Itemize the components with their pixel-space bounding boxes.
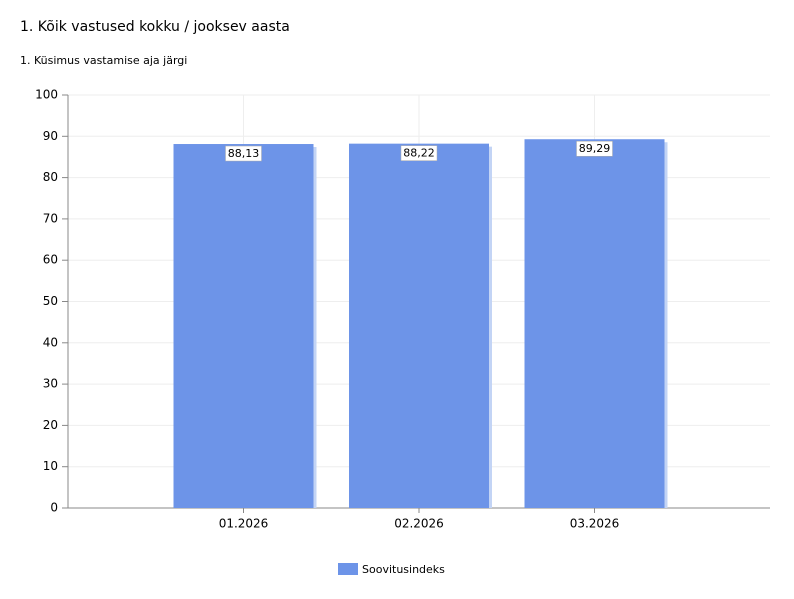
bar bbox=[173, 144, 314, 508]
y-tick-label: 90 bbox=[43, 129, 58, 143]
legend-label: Soovitusindeks bbox=[362, 563, 445, 576]
value-label: 89,29 bbox=[579, 142, 611, 155]
y-tick-label: 20 bbox=[43, 418, 58, 432]
value-label-box bbox=[225, 145, 262, 162]
chart-title: 1. Kõik vastused kokku / jooksev aasta bbox=[20, 19, 290, 35]
legend-swatch bbox=[338, 563, 358, 575]
y-tick-label: 40 bbox=[43, 335, 58, 349]
y-tick-label: 30 bbox=[43, 377, 58, 391]
chart-subtitle: 1. Küsimus vastamise aja järgi bbox=[20, 54, 187, 67]
value-label-box bbox=[400, 145, 438, 161]
y-tick-label: 80 bbox=[43, 170, 58, 184]
y-tick-label: 60 bbox=[43, 253, 58, 267]
x-tick-label: 02.2026 bbox=[394, 517, 444, 531]
y-tick-label: 100 bbox=[35, 88, 58, 102]
value-label: 88,13 bbox=[228, 147, 260, 160]
x-tick-label: 01.2026 bbox=[219, 517, 269, 531]
y-tick-label: 70 bbox=[43, 211, 58, 225]
y-tick-label: 50 bbox=[43, 294, 58, 308]
x-tick-label: 03.2026 bbox=[570, 517, 620, 531]
y-tick-label: 10 bbox=[43, 459, 58, 473]
bar bbox=[524, 139, 665, 508]
y-tick-label: 0 bbox=[50, 501, 58, 515]
value-label-box bbox=[576, 140, 613, 157]
bar bbox=[349, 143, 489, 508]
value-label: 88,22 bbox=[403, 147, 435, 160]
